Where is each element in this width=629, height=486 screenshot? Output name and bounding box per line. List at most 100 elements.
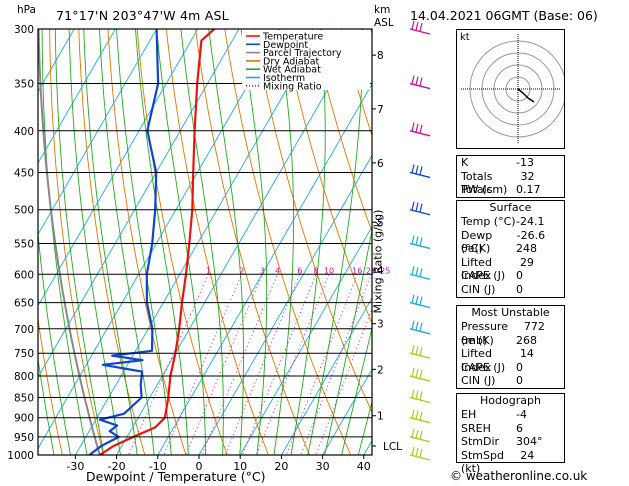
wind-barb-flag	[415, 295, 419, 305]
legend-label: Mixing Ratio	[263, 81, 322, 92]
wet-adiabat-line	[324, 227, 372, 455]
stat-value: 0.17	[516, 183, 541, 197]
stat-row: CAPE (J) 0	[457, 269, 564, 283]
height-unit-label: km	[374, 4, 391, 16]
wind-barb-flag	[415, 410, 419, 420]
legend-label: Wet Adiabat	[263, 65, 321, 76]
hodograph-plot	[461, 34, 567, 144]
stat-label: Totals Totals	[461, 169, 493, 197]
isotherm-line	[322, 368, 372, 455]
stat-label: StmSpd (kt)	[461, 448, 504, 476]
stat-value: -24.1	[516, 215, 545, 228]
pressure-tick-label: 300	[14, 24, 34, 36]
dewpoint-line	[88, 29, 160, 455]
wind-barb-flag	[419, 391, 423, 401]
mixing-ratio-line	[163, 274, 243, 455]
wet-adiabat-line	[99, 29, 155, 455]
isotherm-line	[157, 83, 372, 455]
stat-value: 0	[516, 269, 523, 283]
legend-label: Parcel Trajectory	[263, 48, 342, 59]
wind-barb-flag	[415, 429, 419, 439]
stat-value: 248	[516, 242, 537, 256]
stat-value: 6	[516, 421, 523, 435]
wind-barb-flag	[419, 322, 423, 332]
hodograph-unit-label: kt	[460, 32, 470, 43]
wet-adiabat-line	[41, 29, 88, 455]
stat-row: SREH 6	[457, 422, 564, 436]
wind-barb-flag	[415, 390, 419, 400]
mixing-ratio-label: 3	[260, 266, 265, 275]
mixing-ratio-line	[201, 274, 278, 455]
wet-adiabat-line	[38, 356, 55, 455]
wind-barb-flag	[419, 369, 423, 379]
dry-adiabat-line	[107, 29, 187, 455]
stat-value: -13	[516, 156, 534, 169]
wind-barb-flag	[411, 235, 415, 245]
wind-barb-flag	[419, 77, 423, 87]
wind-barb-flag	[415, 267, 419, 276]
plot-frame	[37, 28, 373, 456]
dry-adiabat-line	[282, 29, 372, 325]
wind-barb-flag	[419, 22, 423, 32]
dry-adiabat-line	[165, 29, 269, 455]
panel-title: Most Unstable	[471, 306, 550, 319]
x-tick-label: -20	[108, 460, 126, 473]
stat-label: PW (cm)	[461, 183, 508, 197]
stat-row: CIN (J) 0	[457, 283, 564, 297]
mixing-ratio-label: 20	[366, 266, 376, 275]
x-tick-label: 20	[274, 460, 288, 473]
mixing-ratio-label: 10	[324, 266, 334, 275]
isotherm-line	[239, 225, 372, 455]
mixing-ratio-label: 2	[239, 266, 244, 275]
stat-value: -4	[516, 408, 527, 421]
wet-adiabat-line	[357, 399, 372, 455]
mixing-ratio-axis-label: Mixing Ratio (g/kg)	[371, 209, 385, 314]
panel-title: Surface	[489, 201, 532, 214]
isotherm-line	[280, 297, 372, 455]
stat-row: Pressure (mb) 772	[457, 320, 564, 347]
stat-label: CAPE (J)	[461, 269, 506, 283]
x-tick-label: 30	[316, 460, 330, 473]
height-tick-label: 5	[377, 217, 384, 229]
stat-value: 32	[520, 169, 535, 183]
isotherm-line	[38, 29, 116, 164]
wind-barb-flag	[419, 237, 423, 247]
pressure-tick-label: 850	[14, 392, 34, 404]
mixing-ratio-line	[127, 274, 209, 455]
height-tick-label: 4	[377, 265, 384, 277]
stat-row: Lifted Index 29	[457, 256, 564, 283]
mixing-ratio-line	[185, 274, 263, 455]
x-tick-label: 0	[196, 460, 203, 473]
wet-adiabat-line	[38, 228, 71, 455]
stat-row: Temp (°C) -24.1	[457, 215, 564, 229]
x-tick-label: 40	[357, 460, 371, 473]
wind-barb-flag	[415, 165, 419, 175]
mixing-ratio-line	[255, 274, 330, 455]
pressure-tick-label: 900	[14, 413, 34, 425]
wind-barb-flag	[415, 346, 419, 355]
wet-adiabat-line	[116, 29, 172, 455]
isotherm-line	[38, 29, 158, 236]
legend-label: Isotherm	[263, 73, 305, 84]
plot-area	[38, 29, 372, 455]
pressure-tick-label: 450	[14, 167, 34, 179]
indices-panel: K -13 Totals Totals 32 PW (cm) 0.17	[456, 155, 565, 198]
stat-value: 0	[516, 282, 523, 296]
stat-row: StmDir 304°	[457, 435, 564, 449]
wind-barb-flag	[415, 202, 419, 212]
wind-barb-flag	[419, 296, 423, 306]
x-axis-label: Dewpoint / Temperature (°C)	[86, 469, 266, 484]
height-asl-label: ASL	[374, 17, 394, 29]
pressure-tick-label: 400	[14, 126, 34, 138]
mixing-ratio-label: 16	[352, 266, 362, 275]
wet-adiabat-line	[290, 29, 326, 455]
stat-value: 304°	[516, 435, 543, 449]
wind-barb-flag	[411, 164, 415, 174]
wet-adiabat-line	[83, 29, 138, 455]
stat-label: SREH	[461, 421, 491, 435]
pressure-tick-label: 800	[14, 371, 34, 383]
stat-value: 14	[519, 347, 534, 361]
wind-barb-flag	[419, 430, 423, 440]
stat-row: Dewp (°C) -26.6	[457, 229, 564, 256]
